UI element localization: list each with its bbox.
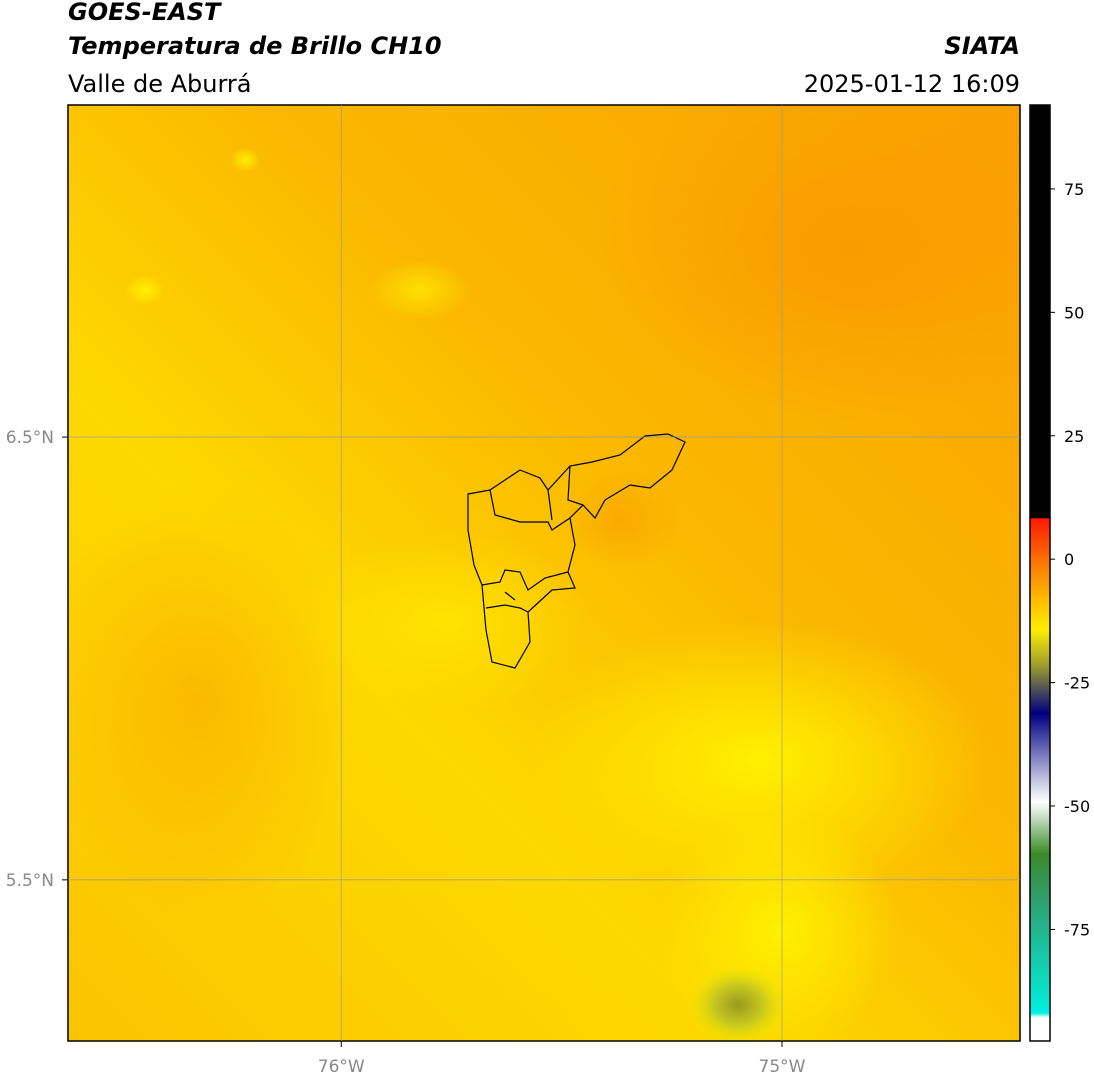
subtitle: Temperatura de Brillo CH10 bbox=[68, 32, 442, 60]
datetime: 2025-01-12 16:09 bbox=[804, 70, 1020, 98]
x-tick-label: 76°W bbox=[318, 1057, 365, 1077]
colorbar bbox=[1029, 104, 1051, 1042]
x-tick-label: 75°W bbox=[759, 1057, 806, 1077]
y-tick-label: 6.5°N bbox=[6, 428, 54, 448]
region-outline bbox=[467, 433, 686, 669]
colorbar-tick-label: 0 bbox=[1064, 550, 1074, 569]
title: GOES-EAST bbox=[68, 0, 222, 26]
y-tick-label: 5.5°N bbox=[6, 871, 54, 891]
colorbar-tick-label: 50 bbox=[1064, 303, 1084, 322]
colorbar-tick-label: 75 bbox=[1064, 180, 1084, 199]
colorbar-tick-label: -50 bbox=[1064, 797, 1090, 816]
colorbar-tick-label: 25 bbox=[1064, 427, 1084, 446]
map-frame bbox=[67, 104, 1021, 1042]
satellite-image bbox=[68, 105, 1020, 1041]
colorbar-tick-label: -75 bbox=[1064, 920, 1090, 939]
source: SIATA bbox=[944, 32, 1020, 60]
colorbar-tick-label: -25 bbox=[1064, 674, 1090, 693]
region: Valle de Aburrá bbox=[68, 70, 252, 98]
